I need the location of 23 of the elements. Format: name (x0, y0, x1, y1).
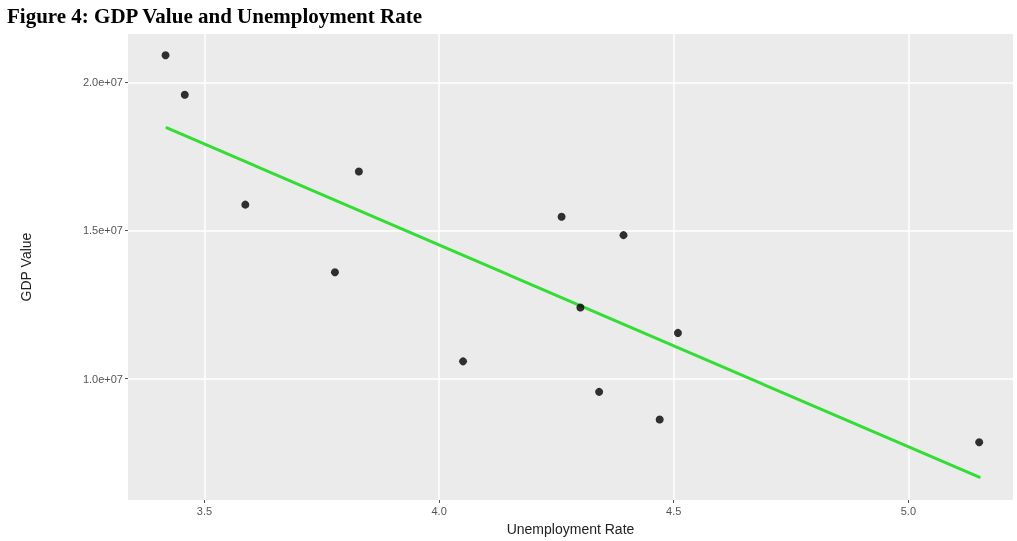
point (180, 90, 189, 99)
x-tick-label: 3.5 (196, 504, 213, 517)
point (354, 167, 363, 176)
point (459, 357, 468, 366)
point (557, 212, 566, 221)
y-tick-label: 2.0e+07 (82, 76, 123, 89)
y-tick-label: 1.0e+07 (82, 372, 123, 385)
y-axis-title: GDP Value (18, 232, 34, 302)
x-tick-label: 4.5 (666, 504, 682, 517)
point (619, 231, 628, 240)
point (673, 328, 682, 337)
point (161, 51, 170, 60)
x-tick-label: 4.0 (431, 504, 447, 517)
point (241, 200, 250, 209)
chart-title: Figure 4: GDP Value and Unemployment Rate (7, 3, 422, 28)
point (595, 387, 604, 396)
y-tick-label: 1.5e+07 (82, 224, 123, 237)
x-axis-title: Unemployment Rate (506, 521, 635, 537)
x-tick-label: 5.0 (900, 504, 917, 517)
point (576, 303, 585, 312)
point (975, 438, 984, 447)
point (330, 268, 339, 277)
point (655, 415, 664, 424)
